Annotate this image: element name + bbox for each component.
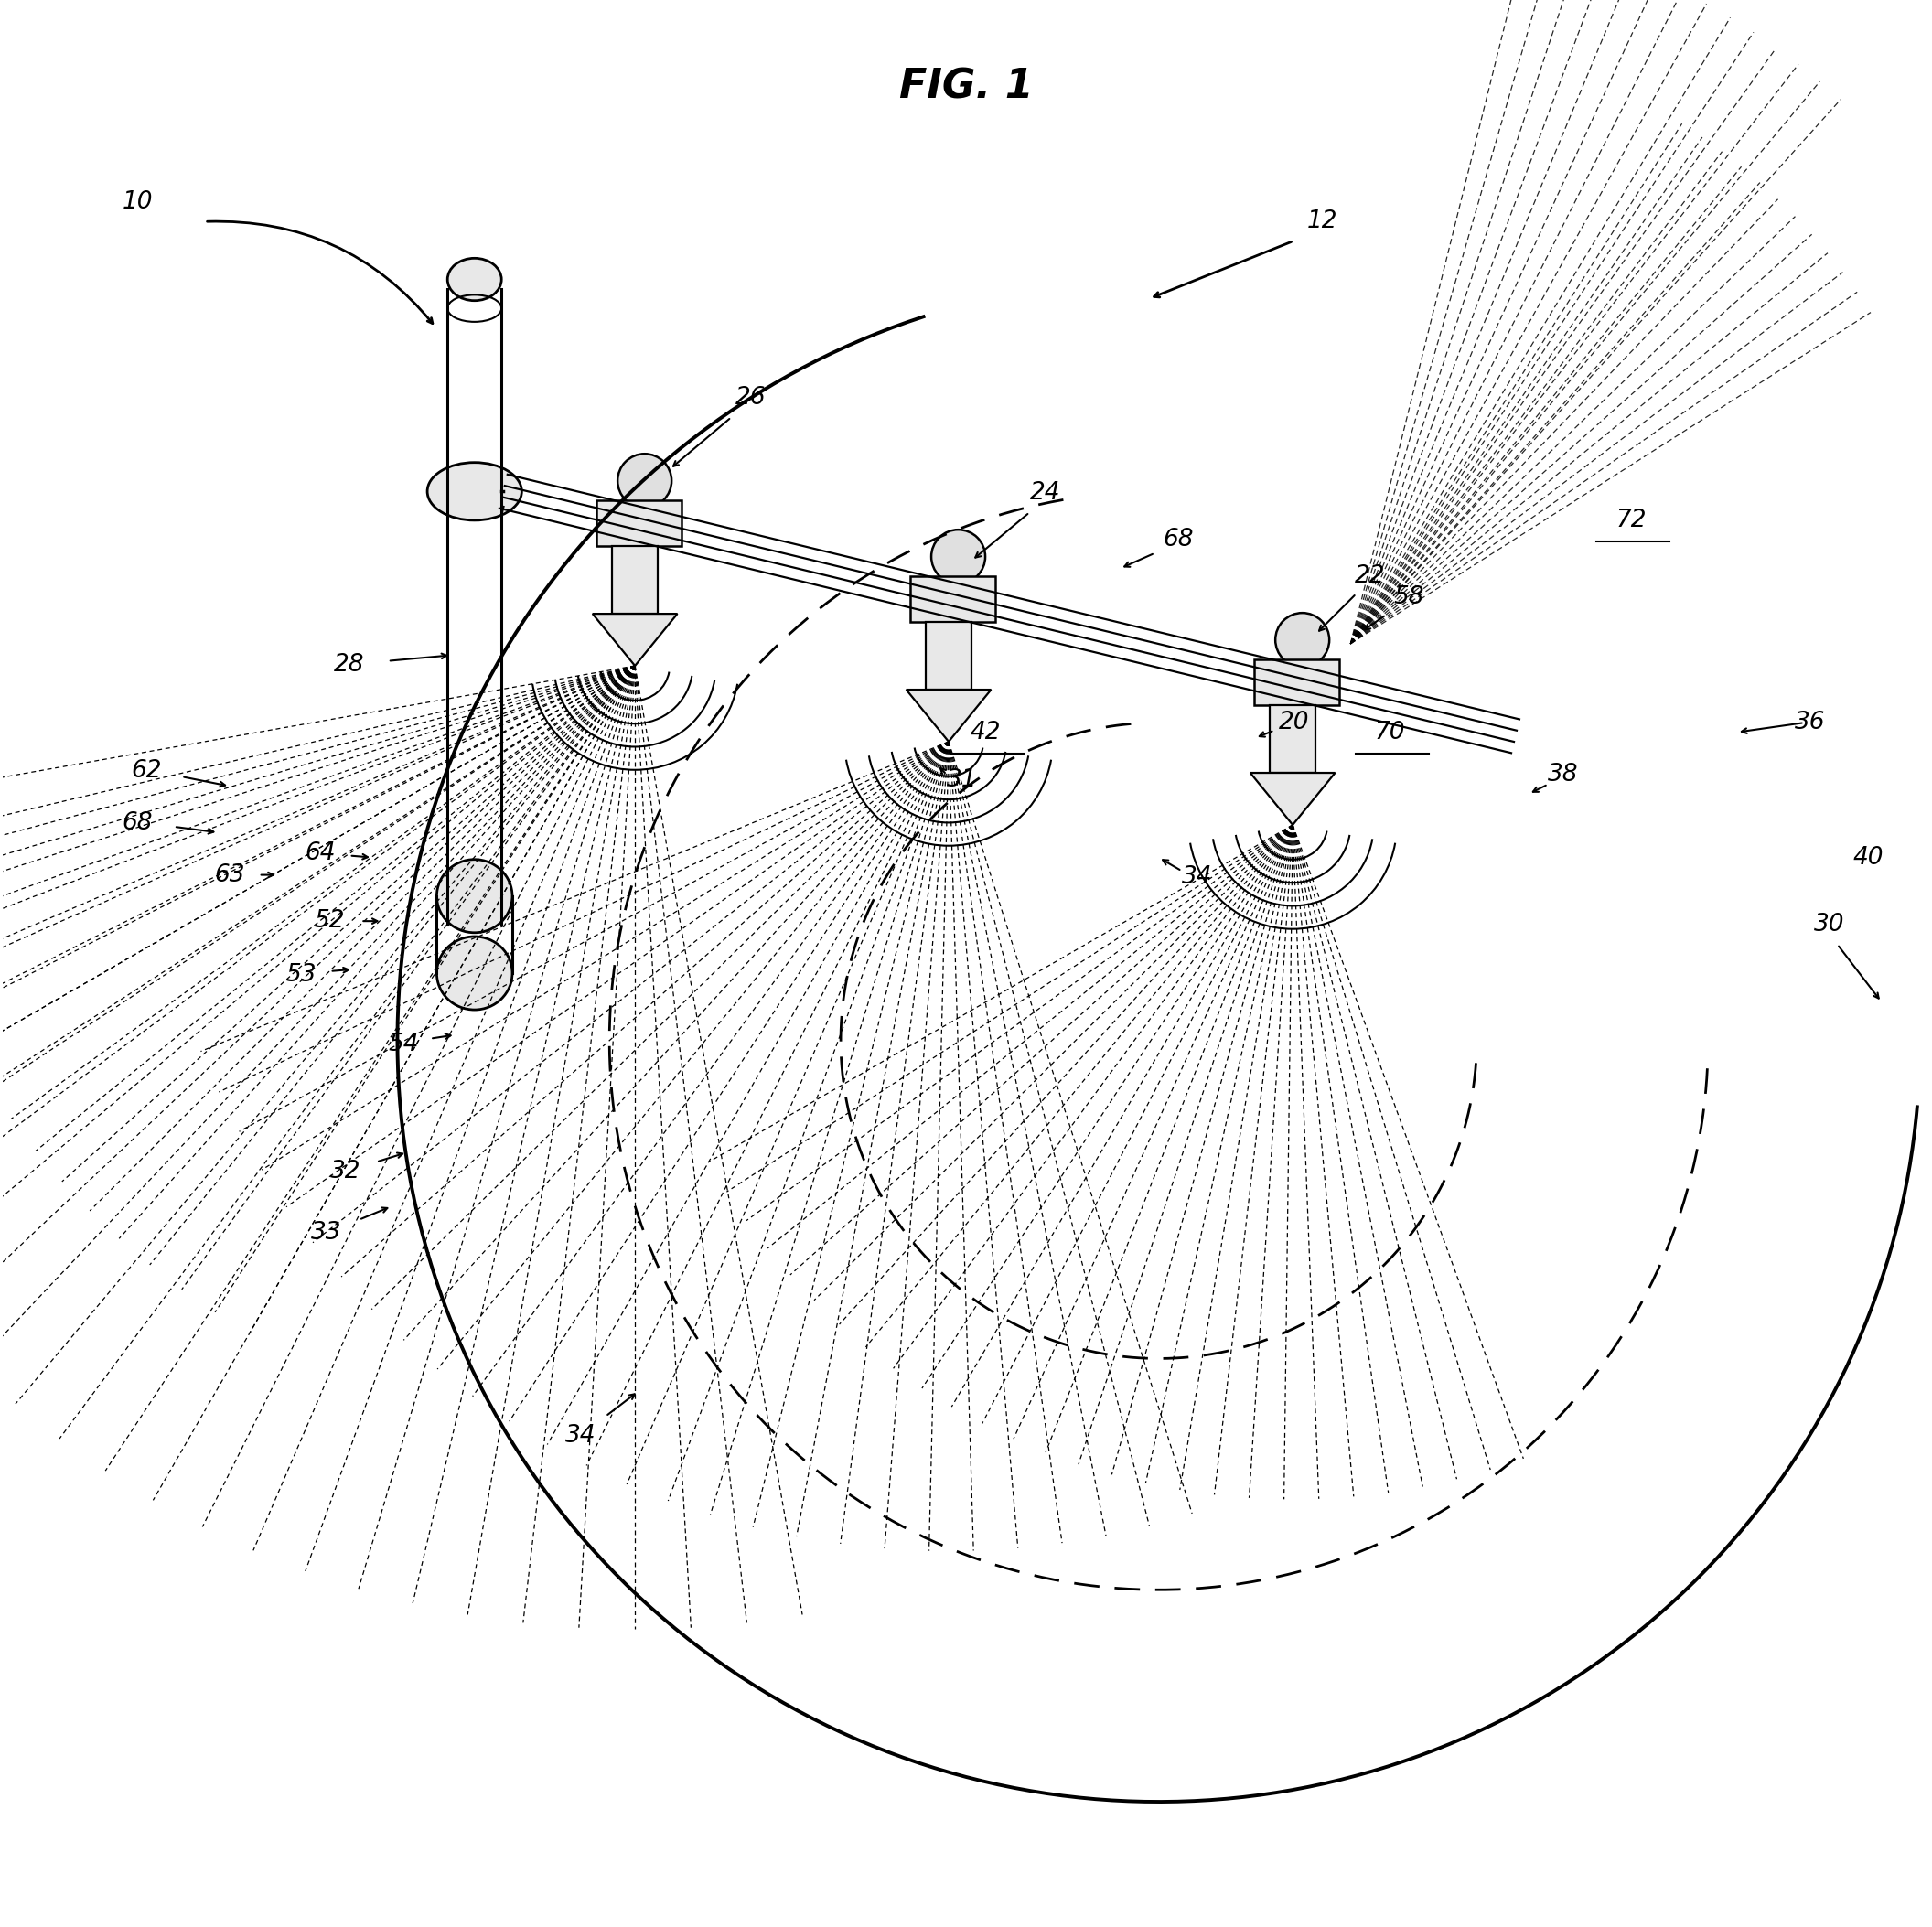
Text: 10: 10: [122, 191, 153, 214]
Polygon shape: [1254, 659, 1339, 705]
Polygon shape: [597, 501, 682, 547]
Ellipse shape: [448, 258, 502, 301]
Text: 52: 52: [315, 910, 346, 933]
Text: 26: 26: [736, 385, 765, 410]
Text: 63: 63: [214, 863, 245, 886]
Text: 72: 72: [1615, 509, 1646, 532]
Text: 54: 54: [388, 1033, 419, 1056]
Ellipse shape: [427, 462, 522, 520]
Ellipse shape: [618, 455, 672, 509]
Text: 58: 58: [1395, 586, 1424, 609]
Text: FIG. 1: FIG. 1: [898, 67, 1034, 106]
Text: 30: 30: [1814, 913, 1845, 937]
Text: 40: 40: [1853, 846, 1884, 869]
Ellipse shape: [437, 937, 512, 1010]
Text: 42: 42: [970, 721, 1001, 744]
Text: 33: 33: [311, 1222, 342, 1245]
Polygon shape: [593, 615, 678, 667]
Text: 12: 12: [1308, 210, 1337, 233]
Polygon shape: [910, 576, 995, 622]
Polygon shape: [612, 547, 659, 615]
Text: 24: 24: [1030, 482, 1061, 505]
Polygon shape: [1269, 705, 1316, 773]
Text: 31: 31: [947, 769, 978, 792]
Ellipse shape: [931, 530, 985, 584]
Text: 28: 28: [334, 653, 365, 676]
Text: 38: 38: [1548, 763, 1578, 786]
Text: 53: 53: [286, 964, 317, 987]
Text: 68: 68: [122, 811, 153, 834]
Polygon shape: [925, 622, 972, 690]
Text: 36: 36: [1795, 711, 1826, 734]
Text: 32: 32: [330, 1160, 361, 1183]
Text: 22: 22: [1354, 565, 1385, 588]
Text: 34: 34: [566, 1424, 595, 1447]
Ellipse shape: [1275, 613, 1329, 667]
Text: 68: 68: [1163, 528, 1194, 551]
Ellipse shape: [437, 859, 512, 933]
Text: 64: 64: [305, 842, 336, 865]
Text: 34: 34: [1182, 865, 1213, 888]
Polygon shape: [906, 690, 991, 742]
Text: 62: 62: [131, 759, 162, 782]
Polygon shape: [1250, 773, 1335, 825]
Text: 70: 70: [1376, 721, 1405, 744]
Text: 20: 20: [1279, 711, 1310, 734]
